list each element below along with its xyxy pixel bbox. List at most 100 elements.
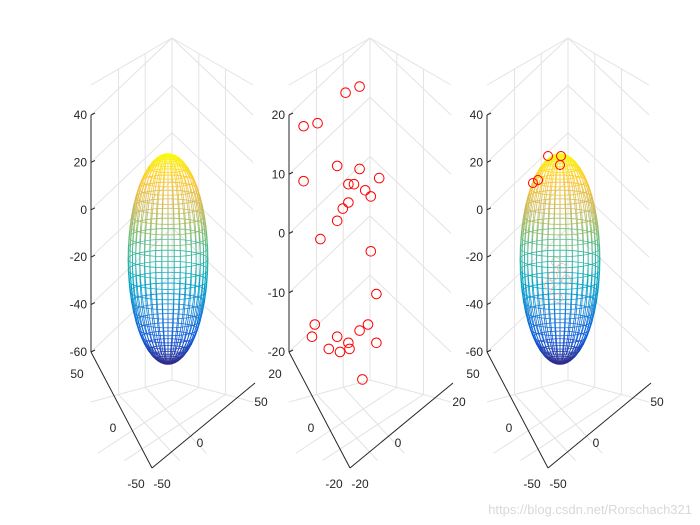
ellipsoid-meridian xyxy=(584,181,589,193)
ellipsoid-meridian xyxy=(162,178,164,189)
ellipsoid-meridian xyxy=(147,349,154,357)
ellipsoid-meridian xyxy=(579,317,583,329)
ellipsoid-meridian xyxy=(526,295,530,309)
ellipsoid-meridian xyxy=(190,180,195,192)
ellipsoid-meridian xyxy=(137,294,141,308)
ellipsoid-meridian xyxy=(559,153,566,156)
ellipsoid-meridian xyxy=(569,188,572,200)
ellipsoid-meridian xyxy=(590,312,595,325)
ellipsoid-meridian xyxy=(129,229,132,243)
x-tick-label: -50 xyxy=(127,477,145,491)
ellipsoid-meridian xyxy=(183,338,189,348)
ellipsoid-meridian xyxy=(574,161,581,168)
ellipsoid-meridian xyxy=(172,329,174,340)
ellipsoid-meridian xyxy=(153,337,157,347)
ellipsoid-meridian xyxy=(155,353,160,360)
ellipsoid-meridian xyxy=(540,160,546,167)
ellipsoid-meridian xyxy=(173,337,176,346)
ellipsoid-meridian xyxy=(179,171,183,181)
ellipsoid-meridian xyxy=(531,225,534,240)
ellipsoid-meridian xyxy=(537,292,541,306)
ellipsoid-meridian xyxy=(150,293,152,307)
ellipsoid-meridian xyxy=(554,329,556,340)
scatter-points xyxy=(298,81,385,385)
ellipsoid-meridian xyxy=(197,197,202,209)
ellipsoid-meridian xyxy=(573,171,578,180)
ellipsoid-meridian xyxy=(589,192,594,205)
ellipsoid-meridian xyxy=(542,345,547,354)
ellipsoid-meridian xyxy=(568,178,571,189)
ellipsoid-meridian xyxy=(171,170,173,179)
ellipsoid-meridian xyxy=(163,347,166,355)
ellipsoid-meridian xyxy=(169,345,172,353)
ellipsoid-meridian xyxy=(173,163,176,171)
ellipsoid-meridian xyxy=(592,222,595,236)
ellipsoid-meridian xyxy=(149,160,155,167)
ellipsoid-meridian xyxy=(546,338,550,348)
ellipsoid-meridian xyxy=(550,345,554,354)
ellipsoid-meridian xyxy=(133,215,136,229)
ellipsoid-meridian xyxy=(596,217,599,231)
ellipsoid-meridian xyxy=(590,209,594,223)
ellipsoid-meridian xyxy=(195,307,200,320)
ellipsoid-meridian xyxy=(529,182,534,194)
ellipsoid-meridian xyxy=(568,337,572,347)
ellipsoid-meridian xyxy=(143,342,149,351)
ellipsoid-meridian xyxy=(128,271,131,285)
ellipsoid-meridian xyxy=(161,158,164,164)
ellipsoid-meridian xyxy=(172,316,174,328)
ellipsoid-meridian xyxy=(572,329,575,339)
ellipsoid-meridian xyxy=(155,211,157,224)
ellipsoid-meridian xyxy=(590,277,593,292)
ellipsoid-meridian xyxy=(536,340,542,349)
ellipsoid-meridian xyxy=(186,189,189,201)
data-point xyxy=(334,346,346,358)
z-tick-label: 0 xyxy=(80,203,87,217)
ellipsoid-meridian xyxy=(139,315,143,328)
ellipsoid-meridian xyxy=(133,282,136,296)
ellipsoid-meridian xyxy=(145,339,151,349)
ellipsoid-meridian xyxy=(561,155,563,159)
ellipsoid-meridian xyxy=(139,199,143,212)
ellipsoid-meridian xyxy=(135,277,138,292)
ellipsoid-meridian xyxy=(141,180,146,192)
ellipsoid-meridian xyxy=(542,164,547,173)
ellipsoid-meridian xyxy=(549,178,552,189)
ellipsoid-meridian xyxy=(568,354,574,360)
ellipsoid-surface xyxy=(127,153,209,365)
ellipsoid-meridian xyxy=(197,281,200,295)
data-point xyxy=(331,160,343,172)
ellipsoid-meridian xyxy=(596,229,599,243)
ellipsoid-meridian xyxy=(528,191,533,204)
grid-line xyxy=(171,85,254,163)
ellipsoid-meridian xyxy=(534,173,539,183)
grid-line xyxy=(90,37,173,86)
grid-line xyxy=(567,379,650,403)
ellipsoid-meridian xyxy=(572,159,577,166)
ellipsoid-meridian xyxy=(160,155,164,160)
ellipsoid-meridian xyxy=(578,340,584,349)
ellipsoid-meridian xyxy=(522,216,526,230)
ellipsoid-meridian xyxy=(179,278,181,292)
ellipsoid-meridian xyxy=(151,201,154,214)
ellipsoid-meridian xyxy=(191,334,197,344)
ellipsoid-meridian xyxy=(200,208,204,222)
ellipsoid-meridian xyxy=(587,198,592,211)
ellipsoid-meridian xyxy=(144,279,146,294)
ellipsoid-meridian xyxy=(158,159,163,165)
ellipsoid-meridian xyxy=(169,165,172,173)
ellipsoid-meridian xyxy=(535,342,541,351)
ellipsoid-meridian xyxy=(545,164,549,172)
z-tick xyxy=(486,159,492,163)
ellipsoid-meridian xyxy=(543,201,546,214)
ellipsoid-meridian xyxy=(158,180,161,191)
ellipsoid-meridian xyxy=(200,204,204,217)
ellipsoid-meridian xyxy=(549,316,552,328)
ellipsoid-meridian xyxy=(568,159,573,165)
x-tick-label: 0 xyxy=(110,421,117,435)
ellipsoid-meridian xyxy=(201,297,205,311)
ellipsoid-meridian xyxy=(150,278,152,292)
ellipsoid-meridian xyxy=(572,179,575,189)
ellipsoid-meridian xyxy=(168,358,171,363)
ellipsoid-meridian xyxy=(174,164,178,173)
